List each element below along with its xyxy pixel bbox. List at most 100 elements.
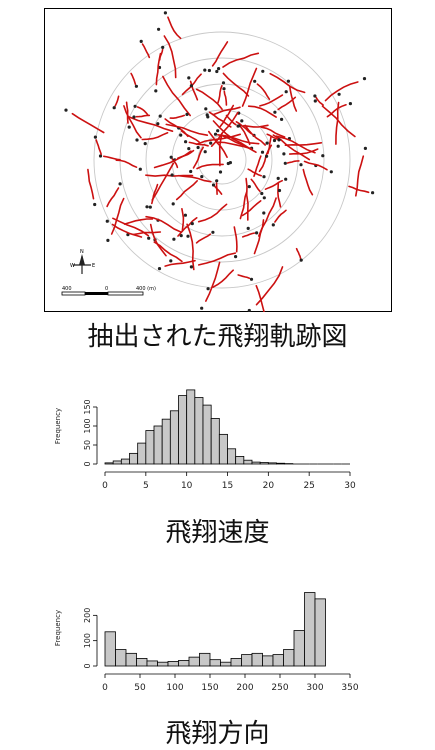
- track-end-point: [189, 265, 193, 269]
- track-end-point: [371, 191, 375, 195]
- direction-x-tick-label: 150: [201, 683, 218, 693]
- direction-x-tick-label: 300: [306, 683, 323, 693]
- flight-track: [196, 163, 224, 170]
- direction-bar: [188, 656, 200, 667]
- track-end-point: [217, 67, 221, 71]
- flight-track: [286, 160, 300, 164]
- track-end-point: [247, 185, 251, 189]
- flight-track: [214, 185, 223, 195]
- track-end-point: [98, 154, 103, 158]
- track-end-point: [156, 122, 160, 126]
- speed-bar: [227, 448, 237, 465]
- track-end-point: [148, 205, 152, 209]
- speed-bar: [178, 395, 188, 465]
- direction-bar: [262, 655, 274, 667]
- flight-track: [247, 168, 262, 177]
- flight-track: [125, 101, 129, 124]
- direction-histogram-plot: 0 50 100 150 200 250 300 350 0 100 200 Frequency: [54, 592, 359, 693]
- direction-bar: [178, 660, 190, 667]
- track-end-point: [186, 234, 190, 238]
- scale-bar: 400 0 400 (m): [61, 286, 156, 296]
- track-end-point: [207, 68, 211, 73]
- track-end-point: [203, 150, 207, 154]
- speed-bar: [235, 456, 245, 465]
- flight-track: [303, 160, 328, 171]
- flight-track: [169, 114, 186, 120]
- direction-bar: [125, 652, 137, 667]
- track-end-point: [127, 125, 131, 129]
- direction-bar: [293, 630, 305, 667]
- track-end-point: [284, 90, 288, 94]
- flight-track: [237, 274, 251, 280]
- compass-w-label: W: [70, 263, 75, 269]
- flight-track: [216, 141, 253, 150]
- track-end-point: [280, 117, 284, 121]
- track-end-point: [253, 79, 257, 83]
- flight-track: [112, 217, 150, 237]
- track-end-point: [170, 173, 174, 177]
- track-end-point: [211, 183, 216, 187]
- flight-track: [260, 126, 286, 138]
- track-end-point: [106, 238, 110, 242]
- flight-tracks: [64, 11, 375, 312]
- flight-track: [71, 112, 105, 134]
- track-end-point: [277, 138, 281, 142]
- speed-bar: [112, 460, 122, 465]
- track-end-point: [179, 234, 183, 238]
- flight-track: [128, 116, 174, 132]
- track-end-point: [284, 177, 288, 181]
- flight-track: [205, 261, 221, 302]
- compass-rose-icon: W E N: [70, 249, 95, 274]
- track-end-point: [329, 170, 333, 174]
- direction-x-tick-label: 350: [341, 683, 358, 693]
- flight-track: [348, 185, 370, 194]
- flight-track: [106, 187, 120, 208]
- direction-bar: [314, 598, 326, 667]
- flight-track: [243, 124, 269, 128]
- speed-histogram-plot: 0 5 10 15 20 25 30 0 50 100 150 Frequency: [54, 389, 356, 491]
- flight-track: [177, 174, 212, 183]
- track-end-point: [234, 255, 238, 259]
- flight-track-map: W E N 400 0 400 (m): [44, 8, 392, 312]
- track-end-point: [187, 147, 191, 151]
- track-end-point: [134, 84, 138, 88]
- track-end-point: [348, 102, 352, 106]
- track-end-point: [189, 84, 193, 88]
- flight-track: [266, 133, 278, 140]
- flight-track: [175, 180, 198, 201]
- track-end-point: [282, 152, 286, 156]
- flight-track: [218, 132, 223, 167]
- speed-bar: [145, 430, 155, 465]
- flight-track: [195, 88, 223, 110]
- track-end-point: [286, 79, 290, 83]
- flight-track: [244, 124, 266, 146]
- flight-track: [110, 197, 125, 235]
- track-end-point: [206, 287, 210, 291]
- compass-e-label: E: [92, 263, 95, 269]
- flight-track: [145, 215, 183, 233]
- track-end-point: [64, 108, 68, 112]
- speed-x-axis: 0 5 10 15 20 25 30: [102, 471, 356, 491]
- direction-bar: [199, 652, 211, 667]
- direction-bar: [115, 649, 127, 667]
- flight-track: [223, 90, 228, 106]
- speed-y-tick-label: 50: [83, 440, 92, 450]
- track-end-point: [157, 27, 161, 31]
- speed-bar: [129, 452, 139, 465]
- flight-track: [255, 266, 284, 306]
- track-end-point: [262, 211, 266, 215]
- flight-track: [132, 231, 162, 236]
- speed-bar: [243, 459, 253, 465]
- flight-track: [295, 247, 302, 259]
- track-end-point: [185, 112, 189, 116]
- speed-bar: [104, 462, 114, 465]
- flight-track: [284, 142, 323, 146]
- flight-track: [277, 182, 282, 208]
- speed-bars: [104, 389, 350, 465]
- track-end-point: [260, 191, 264, 196]
- direction-bar: [146, 660, 158, 667]
- flight-track: [250, 178, 261, 193]
- track-end-point: [138, 167, 142, 171]
- flight-track: [87, 168, 95, 200]
- track-end-point: [161, 45, 165, 50]
